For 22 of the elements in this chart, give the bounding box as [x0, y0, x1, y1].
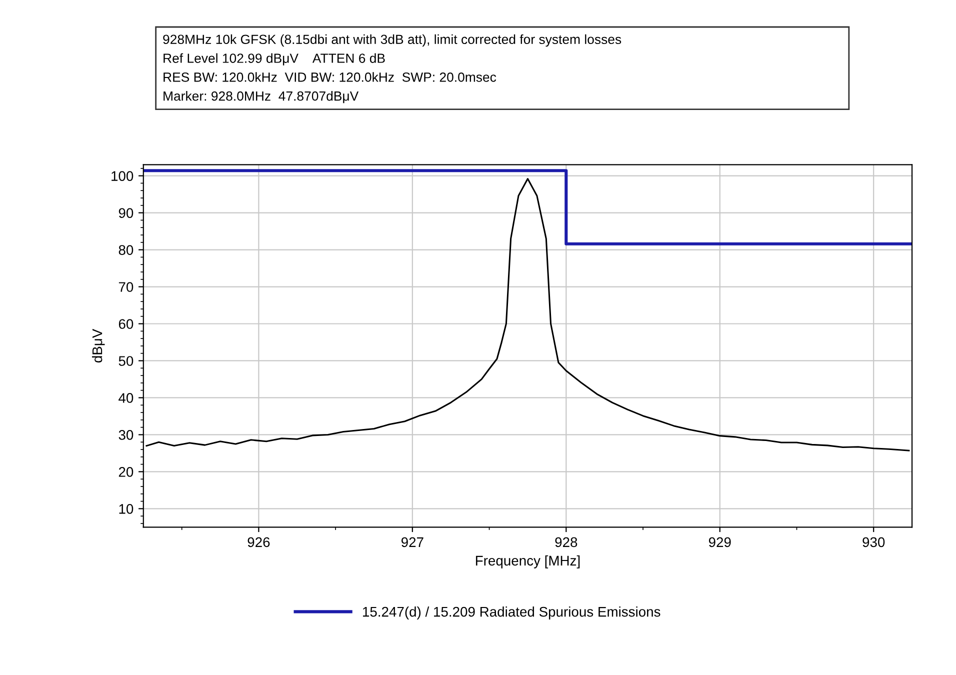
- y-tick-label: 50: [118, 356, 134, 366]
- x-tick-label: 927: [401, 537, 424, 548]
- x-tick-label: 930: [862, 537, 885, 548]
- text: Ref Level 102.99 dBμV ATTEN 6 dB: [164, 53, 385, 66]
- y-tick-label: 20: [118, 467, 134, 477]
- legend-label: 15.247(d) / 15.209 Radiated Spurious Emissions: [363, 606, 660, 620]
- x-tick-label: 929: [708, 537, 731, 548]
- y-tick-label: 30: [118, 430, 134, 440]
- text: RES BW: 120.0kHz VID BW: 120.0kHz SWP: 20.0msec: [164, 72, 496, 82]
- text: Marker: 928.0MHz 47.8707dBμV: [164, 91, 359, 104]
- y-tick-label: 100: [112, 171, 134, 181]
- y-tick-label: 10: [119, 504, 134, 514]
- y-tick-label: 80: [118, 245, 134, 255]
- y-tick-label: 70: [118, 282, 134, 292]
- x-axis-title: Frequency [MHz]: [476, 555, 580, 568]
- y-tick-label: 60: [118, 319, 134, 329]
- y-tick-label: 40: [118, 393, 134, 403]
- y-axis-title: dBμV: [92, 328, 105, 362]
- x-tick-label: 926: [248, 537, 270, 548]
- x-tick-label: 928: [555, 537, 578, 548]
- text: 928MHz 10k GFSK (8.15dbi ant with 3dB att), limit corrected for system losses: [163, 34, 622, 47]
- y-tick-label: 90: [118, 208, 134, 218]
